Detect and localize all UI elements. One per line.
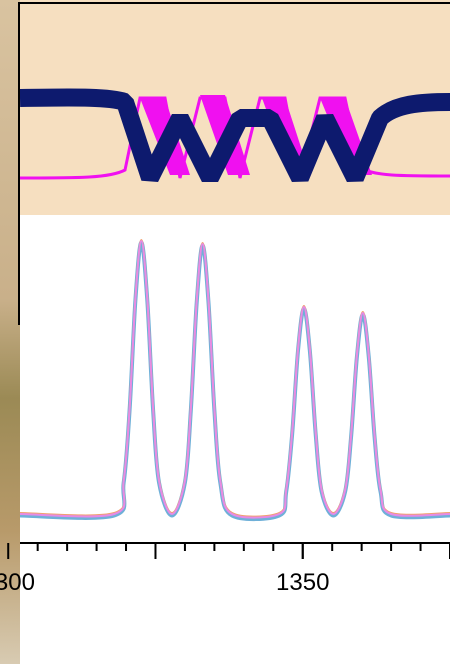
logo: [19, 88, 450, 183]
logo-panel: [20, 0, 450, 215]
background-painting: [0, 0, 20, 664]
plot-background: [20, 215, 450, 664]
line: [19, 239, 450, 519]
x-tick-label: 1350: [276, 569, 329, 596]
x-tick-label: 1300: [0, 569, 35, 596]
frame: [18, 2, 450, 325]
